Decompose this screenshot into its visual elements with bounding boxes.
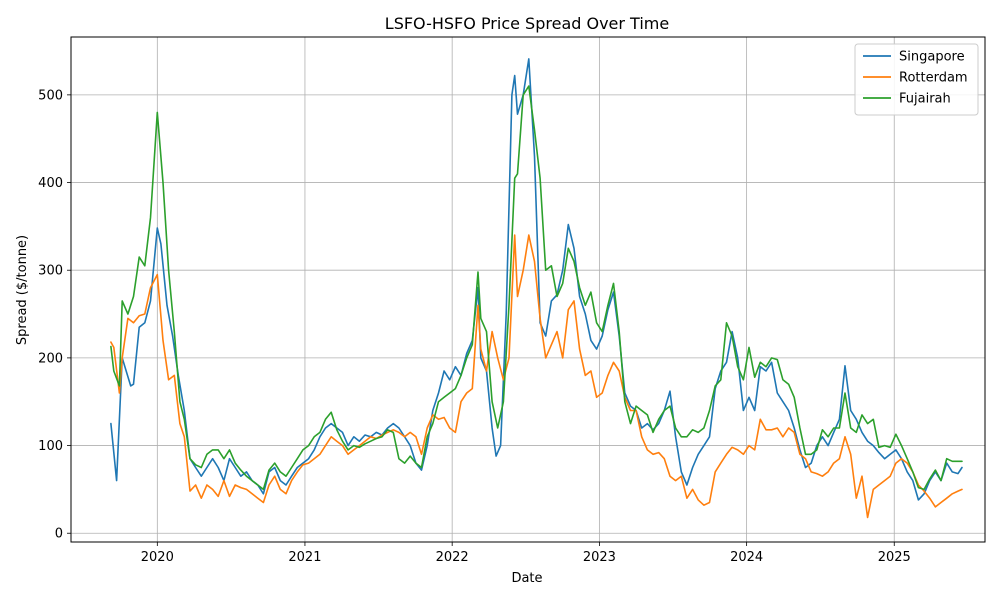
y-tick-label: 200 — [38, 351, 63, 366]
y-tick-label: 300 — [38, 264, 63, 279]
x-tick-label: 2022 — [436, 550, 469, 565]
y-tick-label: 500 — [38, 88, 63, 103]
plot-frame — [70, 36, 986, 543]
y-tick-label: 0 — [55, 527, 63, 542]
series-line-fujairah — [110, 85, 963, 491]
x-axis-ticks: 2020 2021 2022 2023 2024 2025 — [141, 542, 911, 565]
x-tick-label: 2024 — [730, 550, 763, 565]
y-axis-ticks: 0 100 200 300 400 500 — [38, 88, 71, 542]
series-line-rotterdam — [110, 234, 963, 519]
x-tick-label: 2025 — [878, 550, 911, 565]
x-tick-label: 2023 — [583, 550, 616, 565]
legend-label-singapore: Singapore — [899, 50, 965, 65]
legend-label-rotterdam: Rotterdam — [899, 71, 968, 86]
y-tick-label: 400 — [38, 176, 63, 191]
grid-layer — [71, 37, 985, 542]
x-tick-label: 2021 — [288, 550, 321, 565]
x-axis-title: Date — [511, 571, 542, 586]
y-tick-label: 100 — [38, 439, 63, 454]
chart-title: LSFO-HSFO Price Spread Over Time — [385, 14, 669, 33]
y-axis-title: Spread ($/tonne) — [15, 235, 30, 345]
x-tick-label: 2020 — [141, 550, 174, 565]
legend-label-fujairah: Fujairah — [899, 92, 951, 107]
series-layer — [110, 58, 963, 519]
legend: Singapore Rotterdam Fujairah — [854, 43, 979, 116]
